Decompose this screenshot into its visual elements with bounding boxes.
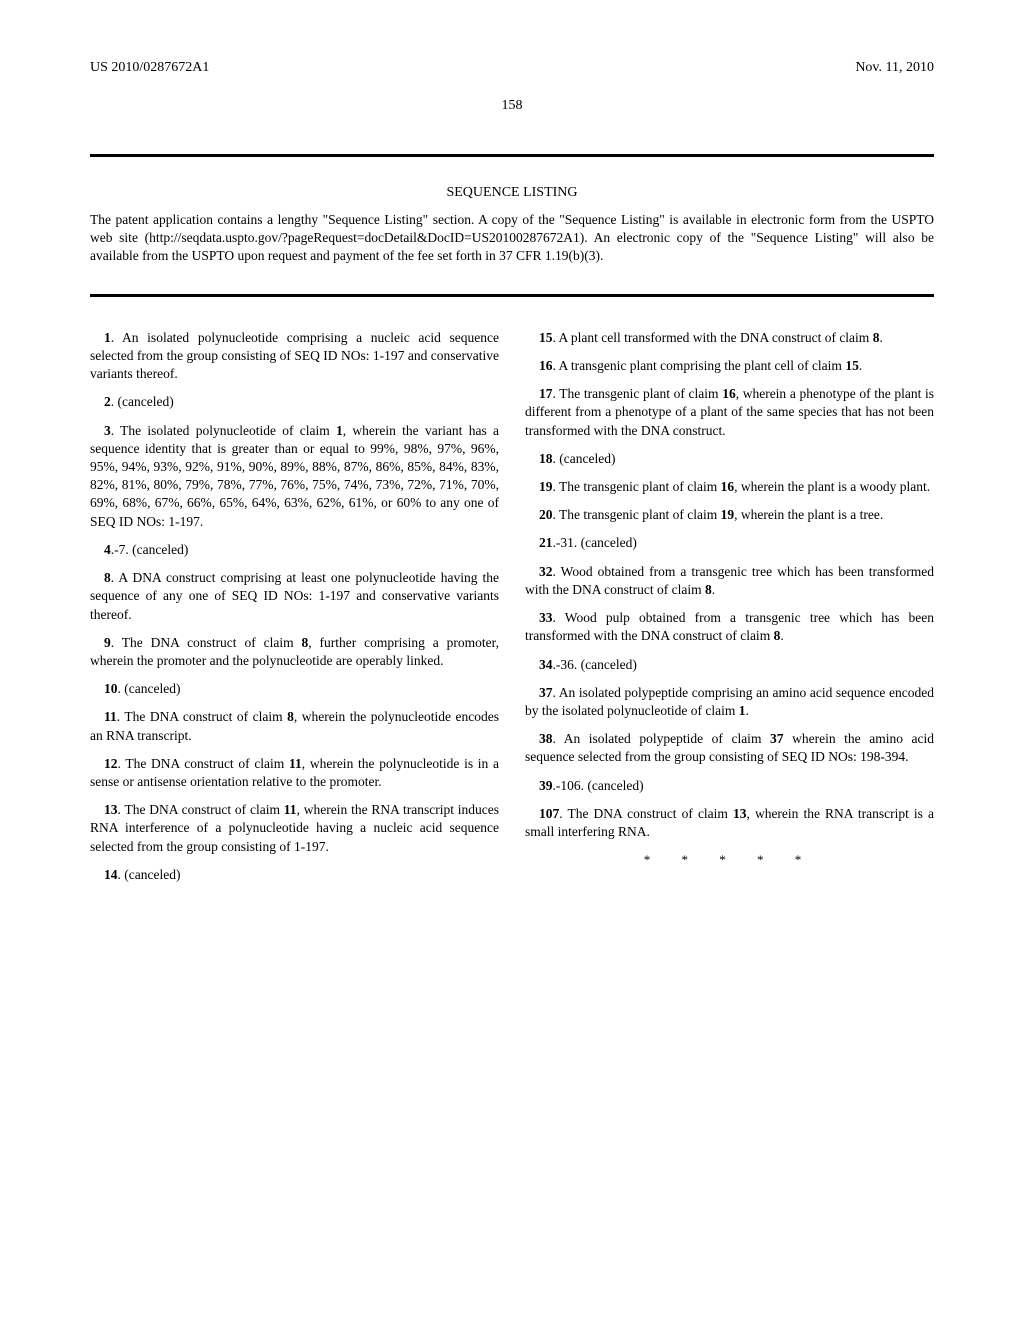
page-number: 158 (90, 98, 934, 114)
claim-number: 16 (539, 358, 553, 373)
claim: 17. The transgenic plant of claim 16, wh… (525, 385, 934, 440)
end-marker: * * * * * (525, 851, 934, 869)
claim-number: 14 (104, 867, 118, 882)
claim-number: 17 (539, 386, 553, 401)
claim-number: 1 (104, 330, 111, 345)
claim-ref: 19 (721, 507, 735, 522)
claim: 107. The DNA construct of claim 13, wher… (525, 805, 934, 841)
claims-section: 1. An isolated polynucleotide comprising… (90, 329, 934, 884)
claim-number: 3 (104, 423, 111, 438)
claim-number: 33 (539, 610, 553, 625)
claim-ref: 16 (722, 386, 736, 401)
claim-number: 9 (104, 635, 111, 650)
claim-ref: 13 (733, 806, 747, 821)
claim: 4.-7. (canceled) (90, 541, 499, 559)
claim-number: 39 (539, 778, 553, 793)
bottom-rule (90, 294, 934, 297)
claim-ref: 11 (289, 756, 302, 771)
claim: 18. (canceled) (525, 450, 934, 468)
claim: 32. Wood obtained from a transgenic tree… (525, 563, 934, 599)
claim-ref: 11 (284, 802, 297, 817)
claim-number: 38 (539, 731, 553, 746)
top-rule (90, 154, 934, 157)
publication-number: US 2010/0287672A1 (90, 60, 209, 76)
claim-number: 15 (539, 330, 553, 345)
claim-number: 4 (104, 542, 111, 557)
claim: 19. The transgenic plant of claim 16, wh… (525, 478, 934, 496)
claim-ref: 1 (336, 423, 343, 438)
claim: 12. The DNA construct of claim 11, where… (90, 755, 499, 791)
claim-number: 18 (539, 451, 553, 466)
claim: 2. (canceled) (90, 393, 499, 411)
claim-number: 10 (104, 681, 118, 696)
claim-ref: 15 (845, 358, 859, 373)
claim-ref: 16 (721, 479, 735, 494)
claim-ref: 8 (705, 582, 712, 597)
claim-number: 8 (104, 570, 111, 585)
claim: 34.-36. (canceled) (525, 656, 934, 674)
claim-number: 11 (104, 709, 117, 724)
claim: 1. An isolated polynucleotide comprising… (90, 329, 499, 384)
claim-ref: 37 (770, 731, 784, 746)
claim-number: 37 (539, 685, 553, 700)
claim-ref: 8 (774, 628, 781, 643)
claim-number: 32 (539, 564, 553, 579)
claim-number: 2 (104, 394, 111, 409)
claim-number: 19 (539, 479, 553, 494)
claim: 3. The isolated polynucleotide of claim … (90, 422, 499, 531)
claim: 37. An isolated polypeptide comprising a… (525, 684, 934, 720)
claim: 13. The DNA construct of claim 11, where… (90, 801, 499, 856)
claim: 9. The DNA construct of claim 8, further… (90, 634, 499, 670)
claim: 15. A plant cell transformed with the DN… (525, 329, 934, 347)
claim-ref: 8 (873, 330, 880, 345)
claim: 39.-106. (canceled) (525, 777, 934, 795)
sequence-listing-section: SEQUENCE LISTING The patent application … (90, 185, 934, 266)
claim-number: 13 (104, 802, 118, 817)
sequence-listing-title: SEQUENCE LISTING (90, 185, 934, 201)
claim: 11. The DNA construct of claim 8, wherei… (90, 708, 499, 744)
claim: 10. (canceled) (90, 680, 499, 698)
claim-number: 107 (539, 806, 559, 821)
claim-ref: 8 (301, 635, 308, 650)
claim-ref: 1 (739, 703, 746, 718)
claim: 20. The transgenic plant of claim 19, wh… (525, 506, 934, 524)
claim-ref: 8 (287, 709, 294, 724)
claim: 33. Wood pulp obtained from a transgenic… (525, 609, 934, 645)
claim: 38. An isolated polypeptide of claim 37 … (525, 730, 934, 766)
claim-number: 20 (539, 507, 553, 522)
claim: 16. A transgenic plant comprising the pl… (525, 357, 934, 375)
claim-number: 21 (539, 535, 553, 550)
page-header: US 2010/0287672A1 Nov. 11, 2010 (90, 60, 934, 76)
claim-number: 34 (539, 657, 553, 672)
sequence-listing-body: The patent application contains a length… (90, 211, 934, 266)
claim: 8. A DNA construct comprising at least o… (90, 569, 499, 624)
publication-date: Nov. 11, 2010 (855, 60, 934, 76)
claim: 21.-31. (canceled) (525, 534, 934, 552)
claim-number: 12 (104, 756, 118, 771)
claim: 14. (canceled) (90, 866, 499, 884)
